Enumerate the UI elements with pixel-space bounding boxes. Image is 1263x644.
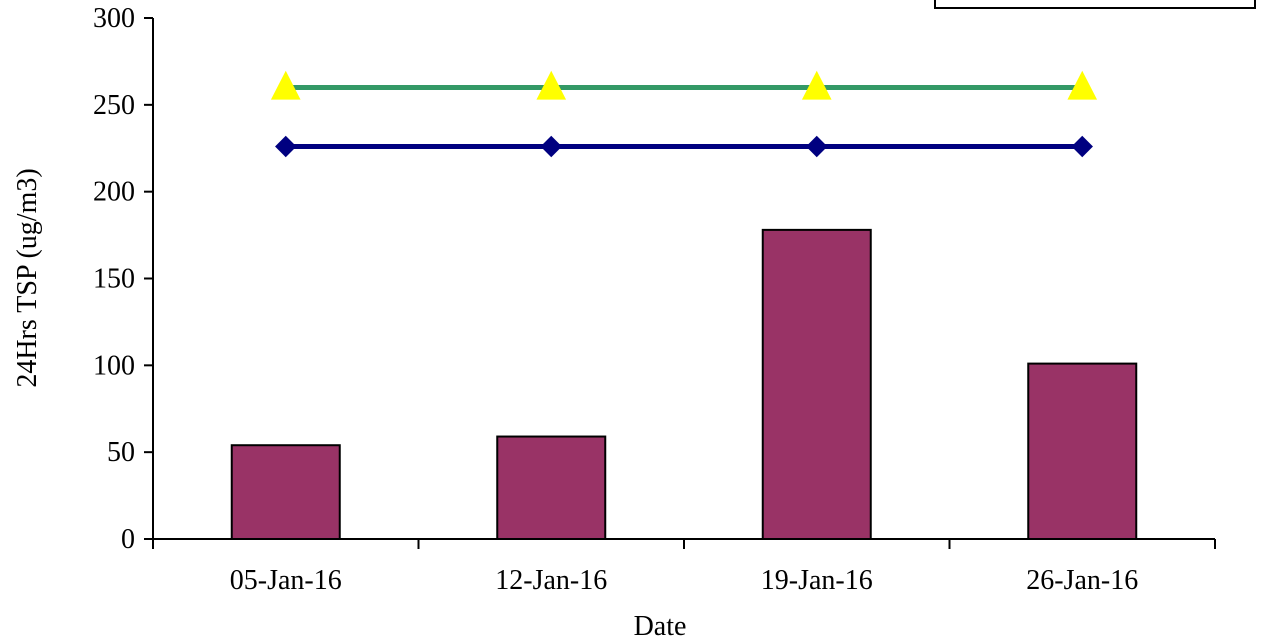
y-tick-label: 200 — [93, 177, 135, 208]
legend-box — [934, 0, 1256, 9]
y-tick-label: 250 — [93, 90, 135, 121]
diamond-marker — [540, 135, 562, 158]
triangle-marker — [536, 70, 567, 100]
y-tick-label: 50 — [107, 437, 135, 468]
bar — [761, 228, 872, 541]
y-tick-label: 0 — [121, 524, 135, 555]
line-series — [270, 70, 1098, 158]
triangle-marker — [801, 70, 832, 100]
triangle-marker — [270, 70, 301, 100]
x-ticks: 05-Jan-16 12-Jan-16 19-Jan-16 26-Jan-16 — [152, 539, 1216, 596]
bar — [230, 444, 341, 540]
x-tick-label: 05-Jan-16 — [230, 565, 342, 596]
bar — [1027, 362, 1138, 541]
x-tick-label: 26-Jan-16 — [1026, 565, 1138, 596]
y-tick-label: 150 — [93, 264, 135, 295]
y-axis-title: 24Hrs TSP (ug/m3) — [12, 168, 43, 387]
diamond-marker — [1071, 135, 1093, 158]
y-tick-label: 100 — [93, 350, 135, 381]
diamond-marker — [806, 135, 828, 158]
x-tick-label: 12-Jan-16 — [495, 565, 607, 596]
bar — [496, 435, 607, 540]
triangle-marker — [1067, 70, 1098, 100]
diamond-marker — [275, 135, 297, 158]
bar-series — [230, 228, 1138, 541]
y-tick-label: 300 — [93, 3, 135, 34]
x-axis-title: Date — [634, 611, 687, 642]
x-tick-label: 19-Jan-16 — [761, 565, 873, 596]
y-ticks: 0 50 100 150 200 250 300 — [93, 3, 153, 555]
